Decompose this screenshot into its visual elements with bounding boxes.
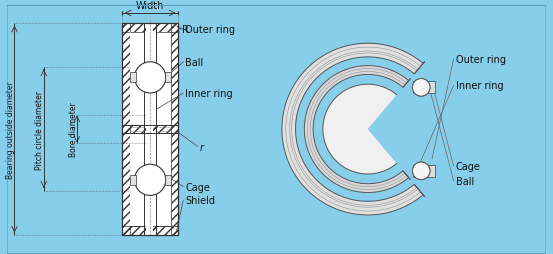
Text: Width: Width [136,1,164,11]
Text: Shield: Shield [185,196,215,205]
Text: Cage: Cage [185,182,210,192]
Bar [165,175,171,185]
Polygon shape [282,44,423,215]
Circle shape [413,162,430,180]
Polygon shape [414,185,425,197]
Bar [165,73,171,83]
Polygon shape [403,171,410,180]
Text: Cage: Cage [456,162,481,171]
Bar [129,33,171,126]
Text: Bore diameter: Bore diameter [69,102,77,157]
Text: Bearing outside diameter: Bearing outside diameter [6,81,15,178]
Bar [122,24,179,235]
Bar [129,175,135,185]
Bar [122,126,179,133]
Text: Outer ring: Outer ring [456,55,505,65]
Bar [129,73,135,83]
Bar [122,24,179,235]
Bar [129,133,171,226]
Text: Ball: Ball [185,57,204,68]
Bar [146,24,153,235]
Bar [413,82,435,94]
Bar [122,226,179,235]
Polygon shape [323,85,397,174]
Bar [122,126,179,133]
Bar [144,24,156,235]
Circle shape [413,162,430,180]
Text: r: r [200,142,204,152]
Polygon shape [304,66,409,193]
Text: Ball: Ball [456,176,474,186]
Circle shape [413,79,430,97]
Text: Outer ring: Outer ring [185,24,235,35]
Text: Inner ring: Inner ring [185,89,233,99]
Circle shape [413,79,430,97]
Polygon shape [403,79,410,88]
Circle shape [134,165,166,196]
Bar [413,165,435,177]
Bar [144,24,156,235]
Circle shape [134,62,166,94]
Bar [122,24,179,33]
Bar [122,24,129,235]
Text: Pitch circle diameter: Pitch circle diameter [35,90,44,169]
Text: R: R [182,24,189,35]
Text: Inner ring: Inner ring [456,81,503,91]
Bar [171,24,179,235]
Polygon shape [414,62,425,74]
